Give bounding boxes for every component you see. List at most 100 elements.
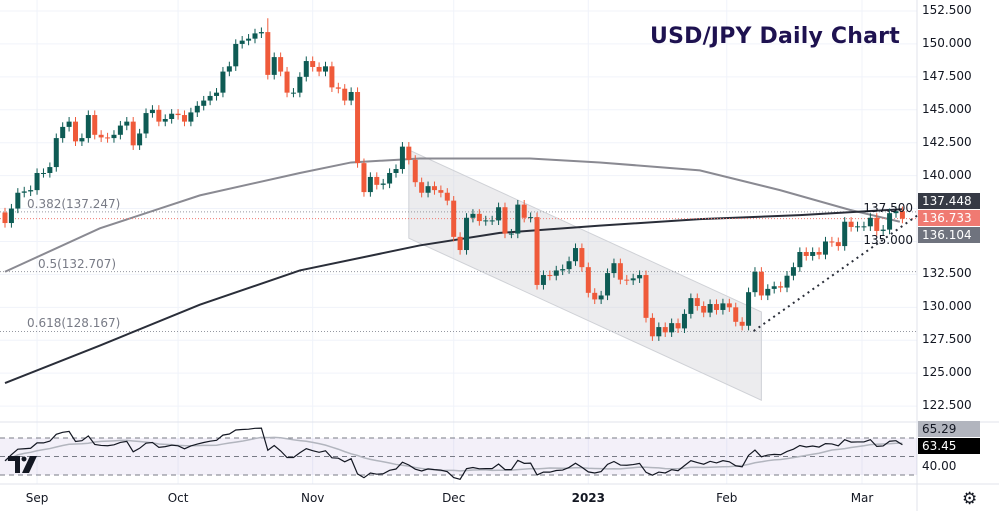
price-axis-label: 132.500 bbox=[922, 266, 972, 281]
candle-down bbox=[649, 317, 655, 337]
candle-up bbox=[553, 270, 559, 276]
candle-up bbox=[765, 288, 771, 296]
last-price-tag: 136.733 bbox=[918, 210, 980, 226]
time-axis-label: 2023 bbox=[571, 491, 605, 505]
candle-down bbox=[2, 212, 8, 224]
fib-level-label: 0.5(132.707) bbox=[38, 256, 117, 271]
candle-down bbox=[355, 91, 361, 164]
price-axis-label: 135.000 bbox=[863, 233, 913, 248]
candle-up bbox=[887, 213, 893, 230]
candle-down bbox=[778, 286, 784, 288]
candle-down bbox=[835, 242, 841, 247]
candle-down bbox=[502, 207, 508, 234]
price-axis-label: 145.000 bbox=[922, 101, 972, 116]
gear-icon[interactable]: ⚙ bbox=[962, 489, 978, 508]
rsi-axis-label: 40.00 bbox=[922, 459, 957, 473]
candle-up bbox=[464, 217, 470, 251]
candle-up bbox=[681, 313, 687, 329]
candle-up bbox=[348, 91, 354, 101]
candle-up bbox=[566, 261, 572, 270]
candle-down bbox=[662, 327, 668, 333]
candle-up bbox=[855, 226, 861, 228]
candle-down bbox=[534, 217, 540, 285]
fib-level-label: 0.618(128.167) bbox=[27, 316, 121, 331]
candle-up bbox=[470, 213, 476, 218]
candle-up bbox=[258, 32, 264, 34]
candle-up bbox=[387, 172, 393, 184]
price-axis-label: 127.500 bbox=[922, 332, 972, 347]
candle-up bbox=[40, 172, 46, 174]
candle-up bbox=[271, 57, 277, 75]
candle-up bbox=[707, 304, 713, 313]
candle-up bbox=[117, 125, 123, 135]
candle-down bbox=[156, 109, 162, 122]
candle-down bbox=[476, 213, 482, 222]
candle-up bbox=[111, 134, 117, 139]
candle-down bbox=[265, 32, 271, 75]
rsi-ma-line bbox=[4, 436, 903, 472]
candle-down bbox=[412, 159, 418, 183]
candle-up bbox=[380, 183, 386, 185]
price-axis-label: 152.500 bbox=[922, 3, 972, 17]
candle-up bbox=[79, 138, 85, 142]
candle-up bbox=[560, 269, 566, 271]
candle-up bbox=[303, 61, 309, 77]
candle-up bbox=[483, 220, 489, 222]
candle-down bbox=[579, 248, 585, 268]
candle-up bbox=[169, 113, 175, 119]
candle-down bbox=[547, 275, 553, 277]
candle-up bbox=[880, 229, 886, 231]
candle-down bbox=[803, 252, 809, 256]
candle-up bbox=[784, 275, 790, 288]
candle-up bbox=[226, 66, 232, 72]
descending-channel bbox=[408, 149, 762, 401]
price-axis-label: 142.500 bbox=[922, 134, 972, 149]
candle-up bbox=[688, 298, 694, 314]
candle-up bbox=[508, 233, 514, 235]
candle-up bbox=[752, 271, 758, 293]
candle-up bbox=[540, 275, 546, 285]
price-axis-label: 147.500 bbox=[922, 68, 972, 83]
candle-up bbox=[47, 167, 53, 173]
candle-down bbox=[105, 137, 111, 139]
candle-up bbox=[393, 169, 399, 173]
candle-up bbox=[162, 118, 168, 122]
candle-up bbox=[528, 217, 534, 219]
candle-up bbox=[137, 133, 143, 146]
candle-up bbox=[53, 138, 59, 168]
candle-up bbox=[861, 226, 867, 228]
candle-up bbox=[66, 121, 72, 127]
candle-down bbox=[361, 163, 367, 193]
tradingview-logo[interactable] bbox=[8, 456, 37, 473]
candle-down bbox=[284, 71, 290, 93]
time-axis-label: Nov bbox=[300, 491, 325, 505]
candle-down bbox=[701, 306, 707, 313]
candle-down bbox=[444, 192, 450, 201]
candle-up bbox=[515, 204, 521, 234]
candle-down bbox=[335, 87, 341, 89]
chart-title: USD/JPY Daily Chart bbox=[650, 24, 900, 49]
candle-up bbox=[323, 66, 328, 72]
candle-down bbox=[617, 263, 623, 280]
candle-up bbox=[207, 95, 213, 101]
candle-up bbox=[611, 263, 617, 274]
rsi-ma-value-tag: 65.29 bbox=[918, 421, 980, 437]
candle-down bbox=[829, 241, 835, 243]
candle-down bbox=[310, 61, 316, 67]
candle-up bbox=[28, 190, 34, 192]
price-axis-label: 125.000 bbox=[922, 365, 972, 380]
candle-up bbox=[669, 323, 675, 333]
candle-up bbox=[194, 105, 200, 113]
candle-up bbox=[252, 33, 258, 39]
candle-up bbox=[425, 186, 431, 193]
candle-up bbox=[399, 146, 405, 170]
candle-down bbox=[98, 134, 104, 138]
candle-down bbox=[816, 252, 822, 255]
candle-down bbox=[758, 271, 764, 296]
candle-down bbox=[457, 236, 463, 251]
candle-down bbox=[316, 66, 322, 72]
candle-down bbox=[374, 176, 380, 185]
candle-down bbox=[726, 303, 732, 308]
candle-down bbox=[406, 146, 412, 160]
